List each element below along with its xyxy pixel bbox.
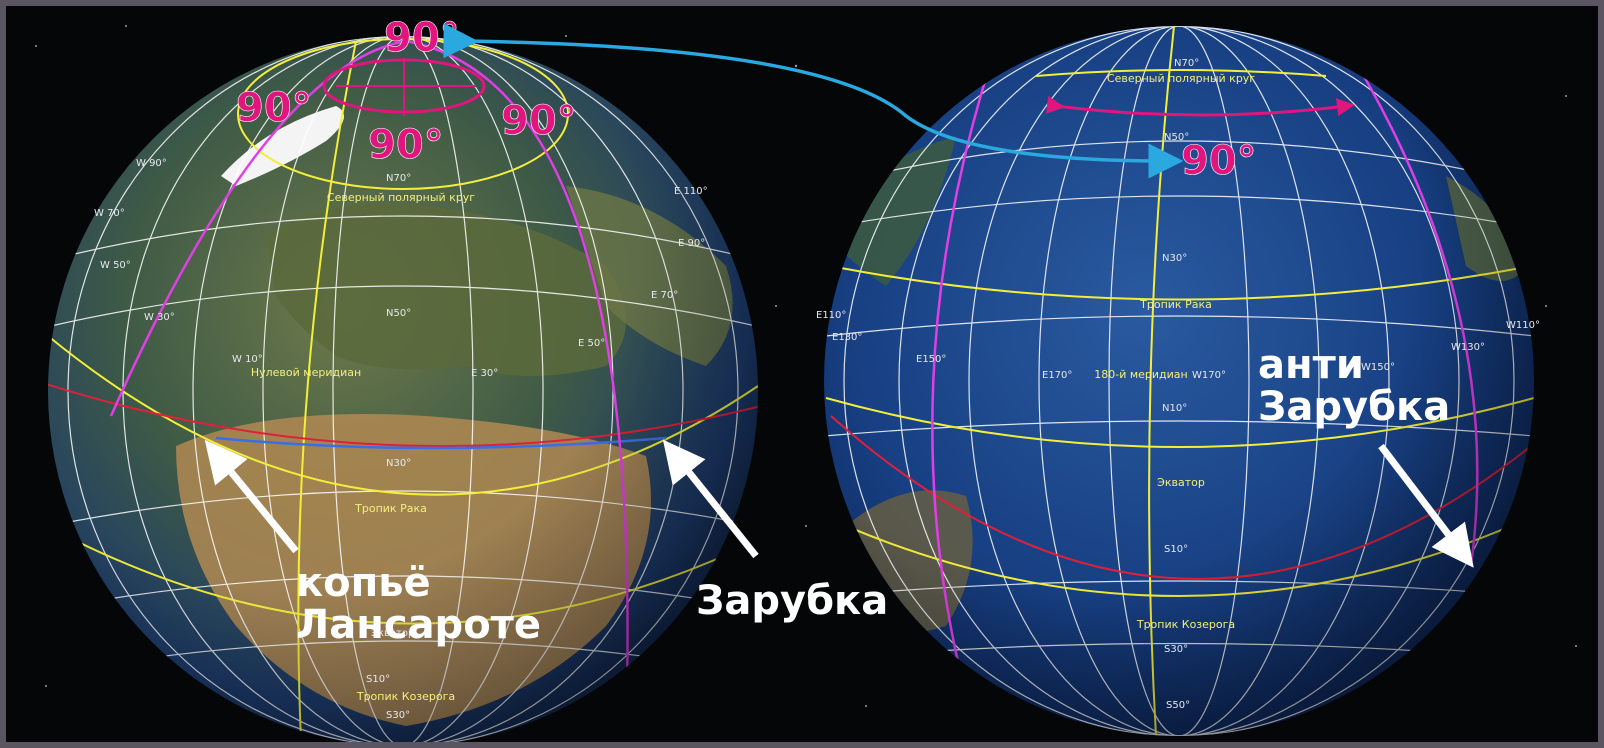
- coord-w10: W 10°: [232, 354, 263, 365]
- angle-right: 90°: [501, 98, 577, 144]
- annotation-anti-line2: Зарубка: [1258, 384, 1450, 430]
- label-meridian-180: 180-й меридиан: [1094, 368, 1188, 381]
- annotation-spear-line2: Лансароте: [296, 602, 541, 648]
- coord-s50-right: S50°: [1166, 700, 1190, 711]
- coord-e90: E 90°: [678, 238, 705, 249]
- label-tropic-cancer-left: Тропик Рака: [354, 502, 427, 515]
- label-arctic-circle-left: Северный полярный круг: [327, 191, 475, 204]
- coord-eq: Экватор: [371, 628, 414, 639]
- coord-w50: W 50°: [100, 260, 131, 271]
- label-tropic-capricorn-right: Тропик Козерога: [1136, 618, 1235, 631]
- angle-right-globe: 90°: [1181, 138, 1257, 184]
- arrow-notch: [662, 439, 759, 559]
- coord-n30-right: N30°: [1162, 253, 1187, 264]
- label-prime-meridian: Нулевой меридиан: [251, 366, 361, 379]
- coord-e150-right: E150°: [916, 354, 946, 365]
- coord-n70: N70°: [386, 173, 411, 184]
- left-globe-shading: [48, 36, 758, 742]
- coord-w110-right: W110°: [1506, 320, 1540, 331]
- angle-left: 90°: [236, 85, 312, 131]
- arrow-anti-notch: [1378, 443, 1474, 568]
- right-globe: Северный полярный круг Тропик Рака 180-й…: [816, 26, 1540, 736]
- coord-e170-right: E170°: [1042, 370, 1072, 381]
- annotation-notch: Зарубка: [696, 578, 888, 624]
- coord-e30: E 30°: [471, 368, 498, 379]
- left-globe: Северный полярный круг Нулевой меридиан …: [48, 15, 758, 742]
- coord-w90: W 90°: [136, 158, 167, 169]
- annotation-spear-line1: копьё: [296, 560, 431, 606]
- coord-s30: S30°: [386, 710, 410, 721]
- coord-s30-right: S30°: [1164, 644, 1188, 655]
- annotation-anti-line1: анти: [1258, 342, 1364, 388]
- coord-n50: N50°: [386, 308, 411, 319]
- coord-n10-right: N10°: [1162, 403, 1187, 414]
- coord-w30: W 30°: [144, 312, 175, 323]
- coord-e110: E 110°: [674, 186, 708, 197]
- coord-s10: S10°: [366, 674, 390, 685]
- arrow-spear: [204, 439, 299, 554]
- coord-w150-right: W150°: [1361, 362, 1395, 373]
- globes-map: Северный полярный круг Нулевой меридиан …: [35, 15, 1577, 742]
- coord-n30: N30°: [386, 458, 411, 469]
- coord-s10-right: S10°: [1164, 544, 1188, 555]
- label-tropic-capricorn-left: Тропик Козерога: [356, 690, 455, 703]
- angle-bottom: 90°: [368, 122, 444, 168]
- angle-top: 90°: [384, 15, 460, 61]
- right-globe-shading: [824, 26, 1534, 736]
- coord-w70: W 70°: [94, 208, 125, 219]
- coord-e130-right: E130°: [832, 332, 862, 343]
- coord-e110-right: E110°: [816, 310, 846, 321]
- coord-w130-right: W130°: [1451, 342, 1485, 353]
- pole-connector-arrow: [443, 23, 1184, 179]
- label-tropic-cancer-right: Тропик Рака: [1139, 298, 1212, 311]
- label-equator-right: Экватор: [1157, 476, 1205, 489]
- two-globes-scene: Северный полярный круг Нулевой меридиан …: [6, 6, 1598, 742]
- coord-e70: E 70°: [651, 290, 678, 301]
- coord-e50: E 50°: [578, 338, 605, 349]
- coord-n70-right: N70°: [1174, 58, 1199, 69]
- coord-w170-right: W170°: [1192, 370, 1226, 381]
- label-arctic-circle-right: Северный полярный круг: [1107, 72, 1255, 85]
